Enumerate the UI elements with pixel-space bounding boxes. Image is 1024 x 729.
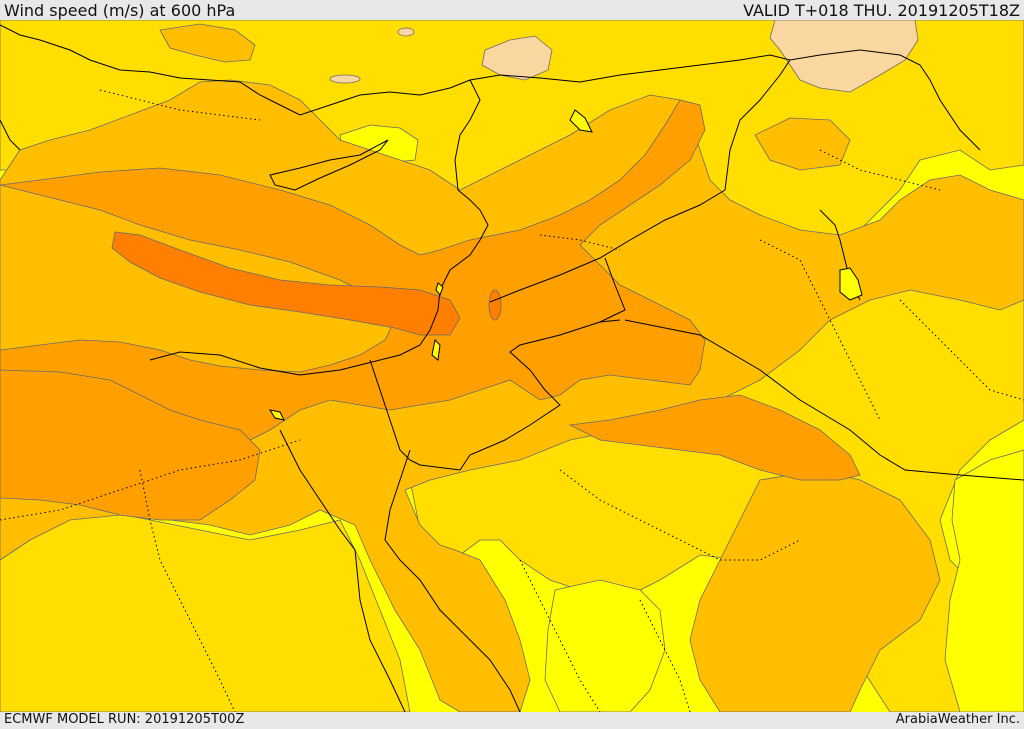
zone-high-east-tongue bbox=[568, 394, 861, 481]
admin-line-4 bbox=[759, 239, 881, 421]
zones-high bbox=[0, 99, 861, 521]
coast-black-sea-south bbox=[0, 24, 471, 116]
border-line-1 bbox=[489, 59, 791, 303]
footer-bar: ECMWF MODEL RUN: 20191205T00Z ArabiaWeat… bbox=[0, 712, 1024, 729]
wind-speed-map bbox=[0, 20, 1024, 712]
zone-highest-jet bbox=[111, 231, 461, 336]
island-lowest-south bbox=[544, 579, 666, 712]
patch-cold-north bbox=[481, 35, 553, 81]
patch-cold-tiny bbox=[397, 27, 415, 37]
island-lowest-east bbox=[944, 449, 1024, 712]
zone-moderate-southeast bbox=[689, 469, 941, 712]
admin-line-1 bbox=[0, 439, 301, 521]
coast-cyprus bbox=[269, 139, 389, 191]
valid-time: VALID T+018 THU. 20191205T18Z bbox=[743, 1, 1020, 20]
zone-low-southwest bbox=[0, 509, 411, 712]
zones-highest bbox=[111, 231, 502, 336]
lake-2 bbox=[569, 109, 593, 133]
patch-cold-small bbox=[329, 74, 361, 84]
lake-1 bbox=[839, 267, 863, 301]
border-line-3 bbox=[624, 319, 1024, 481]
coast-levant bbox=[149, 79, 489, 376]
admin-line-3 bbox=[559, 469, 801, 561]
map-title: Wind speed (m/s) at 600 hPa bbox=[4, 1, 236, 20]
border-line-5 bbox=[469, 49, 981, 151]
border-line-4 bbox=[369, 359, 411, 461]
header-bar: Wind speed (m/s) at 600 hPa VALID T+018 … bbox=[0, 0, 1024, 20]
lake-3 bbox=[431, 338, 441, 361]
admin-line-10 bbox=[539, 234, 621, 251]
coastlines bbox=[0, 24, 861, 712]
coast-red-sea-east bbox=[384, 449, 521, 712]
credit-label: ArabiaWeather Inc. bbox=[895, 712, 1020, 727]
admin-line-7 bbox=[99, 89, 261, 121]
zone-moderate-east-blob bbox=[754, 117, 851, 171]
coast-west bbox=[0, 119, 21, 151]
zone-moderate-north bbox=[159, 23, 256, 63]
zone-high-west bbox=[0, 369, 261, 521]
zone-highest-small bbox=[488, 289, 502, 321]
map-canvas bbox=[0, 20, 1024, 712]
admin-line-6 bbox=[899, 299, 1024, 401]
lakes bbox=[268, 109, 863, 421]
patch-cold-northeast bbox=[769, 20, 919, 93]
admin-line-2 bbox=[139, 469, 236, 712]
border-line-6 bbox=[599, 319, 621, 323]
zones-lowest-islands bbox=[339, 124, 1024, 712]
lake-5 bbox=[268, 409, 285, 421]
lake-4 bbox=[435, 282, 444, 296]
admin-boundaries bbox=[0, 89, 1024, 712]
coast-red-sea-west bbox=[279, 429, 406, 712]
model-run-label: ECMWF MODEL RUN: 20191205T00Z bbox=[4, 712, 245, 727]
zones-cold bbox=[329, 20, 919, 93]
border-line-2 bbox=[409, 257, 626, 471]
country-borders bbox=[369, 49, 1024, 481]
